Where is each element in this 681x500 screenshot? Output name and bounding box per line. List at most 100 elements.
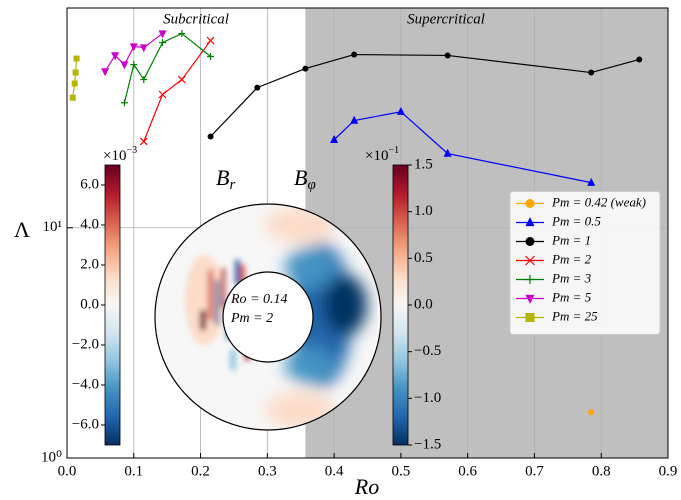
offset-base: ×10 bbox=[103, 148, 126, 164]
colorbar-offset: ×10−1 bbox=[365, 145, 399, 164]
marker bbox=[139, 137, 148, 146]
marker bbox=[525, 217, 535, 227]
legend-label: Pm = 2 bbox=[551, 251, 592, 266]
marker bbox=[120, 99, 128, 107]
colorbar-tick-label: 0.5 bbox=[414, 250, 433, 266]
colorbar-tick-label: −2.0 bbox=[72, 336, 99, 352]
legend-box bbox=[509, 191, 661, 335]
x-tick-label: 0.1 bbox=[124, 463, 143, 479]
field-symbol: B bbox=[216, 165, 229, 190]
marker bbox=[206, 36, 215, 45]
legend-label: Pm = 0.5 bbox=[551, 213, 601, 228]
field-subscript: φ bbox=[307, 177, 315, 193]
offset-base: ×10 bbox=[365, 148, 388, 164]
marker bbox=[158, 39, 166, 47]
marker bbox=[525, 237, 535, 246]
colorbar-tick-label: 6.0 bbox=[80, 176, 99, 192]
field-symbol: B bbox=[294, 165, 307, 190]
marker bbox=[525, 255, 535, 266]
marker bbox=[525, 294, 535, 304]
colorbar-tick-label: 4.0 bbox=[80, 216, 99, 232]
field-label: Br bbox=[216, 165, 235, 193]
x-tick-label: 0.9 bbox=[659, 463, 678, 479]
marker bbox=[636, 56, 643, 63]
y-tick-label: 10¹ bbox=[43, 219, 63, 235]
marker bbox=[71, 80, 78, 87]
series-line bbox=[143, 40, 212, 142]
colorbar-tick-label: −6.0 bbox=[72, 416, 99, 432]
x-tick-label: 0.5 bbox=[392, 463, 411, 479]
y-axis-label: Λ bbox=[14, 217, 30, 242]
x-tick-label: 0.7 bbox=[525, 463, 544, 479]
marker bbox=[72, 69, 79, 76]
colorbar-tick-label: 0.0 bbox=[80, 296, 99, 312]
colorbar-tick-label: 1.0 bbox=[414, 203, 433, 219]
inset-text: Ro = 0.14 bbox=[230, 292, 288, 307]
offset-exponent: −1 bbox=[388, 145, 399, 156]
marker bbox=[588, 409, 595, 416]
marker bbox=[111, 52, 120, 61]
legend-label: Pm = 0.42 (weak) bbox=[551, 194, 646, 209]
inset-text: Pm = 2 bbox=[230, 311, 273, 326]
marker bbox=[302, 65, 309, 72]
colorbar bbox=[392, 164, 409, 446]
marker bbox=[525, 199, 535, 208]
y-tick-label: 10⁰ bbox=[41, 449, 62, 465]
marker bbox=[73, 55, 80, 62]
x-tick-label: 0.8 bbox=[592, 463, 611, 479]
x-tick-label: 0.6 bbox=[458, 463, 477, 479]
x-tick-label: 0.3 bbox=[258, 463, 277, 479]
marker bbox=[101, 68, 110, 77]
marker bbox=[351, 51, 358, 58]
marker bbox=[129, 43, 138, 52]
annotation: Supercritical bbox=[407, 11, 485, 27]
marker bbox=[178, 30, 186, 38]
colorbar-tick-label: −1.0 bbox=[414, 390, 441, 406]
marker bbox=[588, 69, 595, 76]
annotation: Subcritical bbox=[163, 11, 229, 27]
marker bbox=[120, 61, 129, 70]
series-line bbox=[72, 58, 78, 98]
field-annulus bbox=[154, 203, 382, 431]
marker bbox=[525, 275, 535, 284]
colorbar-tick-label: −4.0 bbox=[72, 376, 99, 392]
marker bbox=[207, 133, 214, 140]
marker bbox=[350, 115, 359, 124]
marker bbox=[158, 90, 167, 99]
x-tick-label: 0.2 bbox=[191, 463, 210, 479]
marker bbox=[207, 53, 215, 61]
plot-frame bbox=[66, 7, 669, 459]
marker bbox=[140, 76, 148, 84]
colorbar-tick-label: −1.5 bbox=[414, 436, 441, 452]
marker bbox=[130, 61, 138, 69]
colorbar bbox=[104, 164, 121, 446]
marker bbox=[396, 106, 405, 115]
marker bbox=[525, 313, 535, 322]
x-axis-label: Ro bbox=[354, 474, 379, 499]
colorbar-tick-label: 1.5 bbox=[414, 156, 433, 172]
legend-label: Pm = 3 bbox=[551, 270, 592, 285]
marker bbox=[330, 134, 339, 143]
marker bbox=[69, 94, 76, 101]
marker bbox=[177, 75, 186, 84]
x-tick-label: 0.0 bbox=[58, 463, 77, 479]
marker bbox=[254, 84, 261, 91]
marker bbox=[587, 177, 596, 186]
offset-exponent: −3 bbox=[126, 145, 137, 156]
marker bbox=[444, 52, 451, 59]
marker bbox=[443, 148, 452, 157]
series-line bbox=[123, 32, 211, 103]
legend-label: Pm = 25 bbox=[551, 308, 598, 323]
legend-label: Pm = 5 bbox=[551, 289, 592, 304]
field-label: Bφ bbox=[294, 165, 316, 193]
x-tick-label: 0.4 bbox=[325, 463, 344, 479]
colorbar-tick-label: 2.0 bbox=[80, 256, 99, 272]
colorbar-tick-label: 0.0 bbox=[414, 296, 433, 312]
colorbar-tick-label: −0.5 bbox=[414, 343, 441, 359]
legend-label: Pm = 1 bbox=[551, 232, 591, 247]
marker bbox=[158, 30, 167, 39]
marker bbox=[139, 44, 148, 53]
colorbar-offset: ×10−3 bbox=[103, 145, 137, 164]
field-subscript: r bbox=[229, 177, 235, 193]
